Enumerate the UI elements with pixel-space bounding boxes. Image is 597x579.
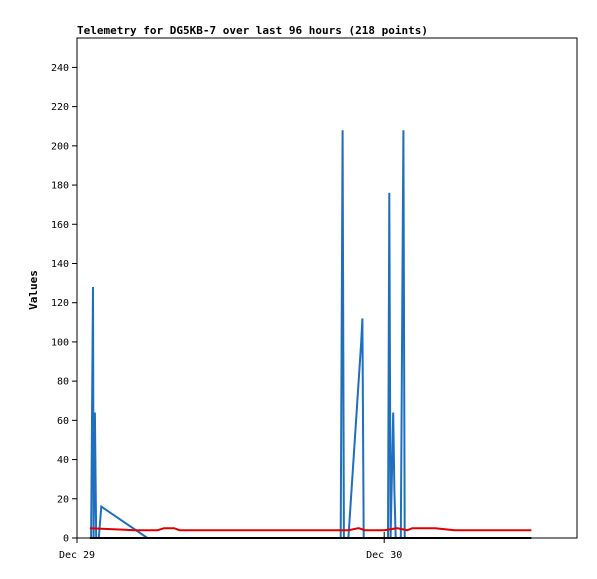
y-axis-label: Values <box>27 270 40 310</box>
y-axis-ticks: 0 20 40 60 80 100 120 140 160 180 200 220 240 <box>51 63 77 545</box>
y-tick-label: 60 <box>57 416 69 427</box>
y-tick-label: 100 <box>51 337 69 348</box>
series-group <box>89 130 532 539</box>
y-tick-label: 120 <box>51 298 69 309</box>
y-tick-label: 160 <box>51 220 69 231</box>
y-tick-label: 140 <box>51 259 69 270</box>
series-line <box>89 527 532 532</box>
chart-title: Telemetry for DG5KB-7 over last 96 hours… <box>77 24 428 37</box>
plot-frame <box>76 37 578 539</box>
y-tick-label: 220 <box>51 102 69 113</box>
x-axis-ticks: Dec 29 Dec 30 <box>59 532 402 561</box>
series-line <box>90 130 406 539</box>
y-tick-label: 40 <box>57 455 69 466</box>
y-tick-label: 80 <box>57 377 69 388</box>
y-tick-label: 180 <box>51 181 69 192</box>
y-tick-label: 20 <box>57 494 69 505</box>
y-tick-label: 200 <box>51 141 69 152</box>
x-tick-label: Dec 30 <box>366 550 402 561</box>
plot-area <box>76 37 578 539</box>
y-tick-label: 240 <box>51 63 69 74</box>
x-tick-label: Dec 29 <box>59 550 95 561</box>
y-tick-label: 0 <box>63 534 69 545</box>
